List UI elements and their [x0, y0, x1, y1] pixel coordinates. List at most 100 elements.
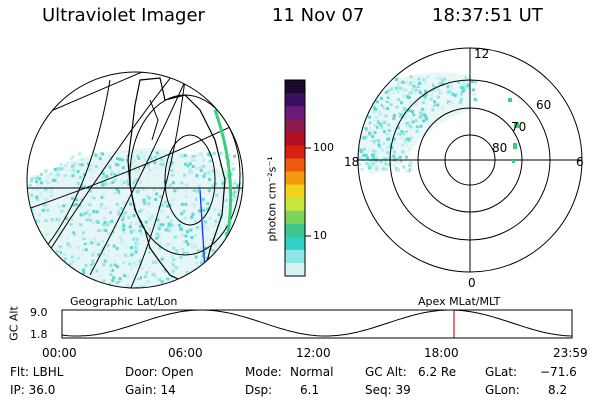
speckle: [59, 234, 63, 238]
speckle: [189, 171, 193, 174]
speckle: [171, 269, 175, 273]
speckle: [38, 268, 42, 271]
speckle: [149, 196, 153, 200]
speckle: [28, 260, 32, 264]
speckle: [128, 188, 132, 192]
speckle: [68, 191, 72, 195]
speckle: [407, 152, 411, 155]
speckle: [136, 275, 140, 279]
mlt-label-6: 6: [576, 155, 584, 169]
speckle: [201, 274, 205, 278]
speckle: [209, 218, 213, 222]
speckle: [196, 171, 200, 175]
speckle: [405, 143, 409, 146]
speckle: [183, 197, 187, 201]
speckle: [74, 281, 78, 285]
speckle: [63, 252, 66, 256]
speckle: [172, 229, 176, 233]
speckle: [392, 114, 396, 117]
speckle: [94, 165, 98, 168]
speckle: [135, 286, 139, 288]
speckle: [399, 80, 403, 84]
speckle: [204, 246, 208, 250]
speckle: [78, 152, 82, 156]
speckle: [227, 153, 231, 157]
speckle: [125, 235, 129, 238]
speckle: [447, 79, 451, 83]
speckle: [62, 284, 65, 288]
speckle: [406, 151, 410, 155]
speckle: [213, 197, 217, 201]
speckle: [233, 202, 237, 206]
speckle: [42, 291, 45, 294]
speckle: [138, 284, 142, 288]
speckle: [461, 89, 465, 93]
speckle: [64, 163, 68, 167]
speckle: [397, 77, 401, 81]
speckle: [99, 284, 103, 288]
speckle: [217, 213, 221, 217]
speckle: [205, 204, 209, 208]
speckle: [240, 238, 243, 242]
speckle: [401, 88, 405, 92]
speckle: [58, 223, 62, 227]
mode-label: Mode:: [245, 365, 282, 379]
mlt-label-12: 12: [474, 47, 490, 61]
speckle: [185, 185, 189, 189]
speckle: [102, 279, 106, 283]
speckle: [386, 151, 390, 155]
speckle: [440, 77, 443, 81]
speckle: [161, 203, 165, 207]
speckle: [214, 219, 218, 223]
speckle: [63, 295, 66, 298]
speckle: [27, 247, 31, 251]
speckle: [414, 125, 418, 129]
speckle: [416, 84, 420, 88]
speckle: [71, 272, 75, 276]
speckle: [184, 190, 188, 194]
speckle: [126, 274, 130, 278]
speckle: [402, 132, 406, 136]
speckle: [143, 269, 147, 273]
altitude-curve: [62, 310, 572, 337]
speckle: [30, 252, 34, 256]
speckle: [399, 83, 403, 87]
speckle: [396, 90, 400, 94]
speckle: [85, 218, 89, 222]
speckle: [30, 198, 34, 202]
speckle: [133, 243, 137, 247]
speckle: [118, 277, 122, 281]
speckle: [217, 257, 221, 261]
speckle: [42, 275, 46, 279]
speckle: [158, 246, 162, 250]
colorbar-segment: [285, 197, 305, 212]
speckle: [245, 251, 248, 254]
speckle: [395, 78, 399, 81]
speckle: [136, 189, 140, 193]
speckle: [404, 140, 407, 144]
speckle: [214, 267, 218, 271]
speckle: [42, 276, 46, 280]
glat-value: −71.6: [540, 365, 577, 379]
speckle: [386, 107, 389, 111]
speckle: [161, 163, 165, 166]
speckle: [71, 233, 75, 237]
speckle: [30, 264, 34, 268]
speckle: [27, 255, 29, 259]
speckle: [413, 80, 417, 84]
speckle: [84, 260, 88, 263]
speckle: [378, 122, 382, 126]
speckle: [120, 239, 124, 243]
speckle: [95, 185, 99, 189]
speckle: [422, 112, 426, 116]
speckle: [95, 219, 99, 223]
speckle: [171, 173, 175, 177]
gcalt-label: GC Alt:: [365, 365, 407, 379]
speckle: [392, 87, 396, 91]
speckle: [186, 172, 190, 176]
speckle: [431, 108, 435, 112]
colorbar: [285, 80, 305, 277]
speckle: [135, 237, 139, 241]
speckle: [124, 245, 128, 248]
speckle: [133, 179, 136, 183]
